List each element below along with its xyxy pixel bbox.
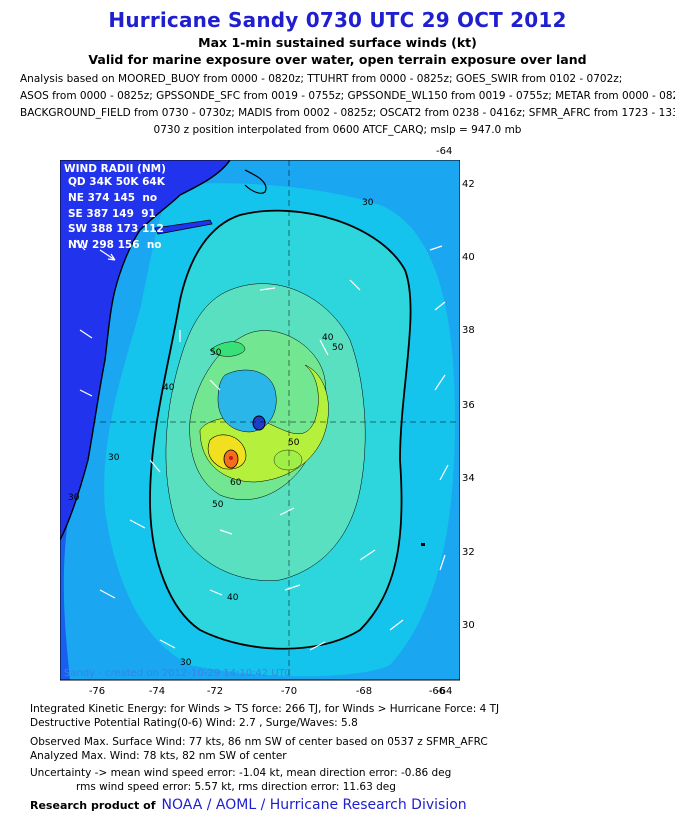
map-frame [60,160,460,681]
cape-cod [244,169,267,194]
subtitle-exposure: Valid for marine exposure over water, op… [88,52,587,67]
wind-arrow [309,641,326,651]
storm-center [252,415,266,431]
wind-vectors [74,239,449,651]
contour-label: 30 [108,453,120,463]
uncertainty-rms-text: rms wind speed error: 5.57 kt, rms direc… [76,781,396,793]
wind-band-50-north [209,341,246,357]
wind-radii-header: WIND RADII (NM) [64,163,166,175]
research-label: Research product of [30,799,156,812]
dpr-text: Destructive Potential Rating(0-6) Wind: … [30,717,358,729]
max-wind-center [229,456,233,460]
wind-radii-table: WIND RADII (NM) QD 34K 50K 64K NE 374 14… [64,163,166,251]
bermuda [421,543,425,546]
lat-label: 38 [462,325,475,336]
lon-label: -64 [436,146,453,157]
wind-field-map: -76 -74 -72 -70 -68 -66 [60,160,460,697]
lat-label: 34 [462,473,475,484]
position-note: 0730 z position interpolated from 0600 A… [153,124,522,136]
page-title: Hurricane Sandy 0730 UTC 29 OCT 2012 [108,8,567,32]
wind-arrow [259,287,276,291]
subtitle-wind-type: Max 1-min sustained surface winds (kt) [198,35,477,50]
wind-arrow [99,249,116,261]
wind-arrow [429,245,443,251]
wind-arrow [349,279,361,291]
uncertainty-text: Uncertainty -> mean wind speed error: -1… [30,767,452,779]
research-org-link[interactable]: NOAA / AOML / Hurricane Research Divisio… [161,797,467,813]
coastline-detail [60,160,231,541]
wind-arrow [434,374,446,391]
wind-arrow [389,619,404,631]
contour-label: 40 [322,333,334,343]
wind-band-60-east [273,449,303,471]
wind-arrow [279,507,295,516]
inner-core-low-winds [217,369,277,433]
wind-arrow [209,589,223,596]
wind-arrow [439,554,446,571]
contour-label: 30 [362,198,374,208]
lat-label: 36 [462,400,475,411]
lon-label: -76 [89,686,105,697]
wind-radii-columns: QD 34K 50K 64K [68,176,166,188]
contour-label: 50 [210,348,222,358]
observed-max-text: Observed Max. Surface Wind: 77 kts, 86 n… [30,736,488,748]
analysis-line: Analysis based on MOORED_BUOY from 0000 … [20,73,623,85]
contour-label: 30 [68,493,80,503]
lat-label: 42 [462,179,475,190]
contour-label: 40 [227,593,239,603]
map-credit: Sandy - created on 2012-10-29 14:10:42 U… [64,668,291,679]
wind-arrow [319,339,329,356]
wind-arrow [219,529,233,535]
contour-label: 30 [180,658,192,668]
lon-labels-bottom: -76 -74 -72 -70 -68 -66 [89,686,445,697]
lat-label: 40 [462,252,475,263]
lon-label: -66 [429,686,445,697]
wind-arrow [149,459,161,473]
analyzed-max-text: Analyzed Max. Wind: 78 kts, 82 nm SW of … [30,750,287,762]
contour-label: 50 [288,438,300,448]
lon-label: -64 [436,686,453,697]
wind-arrow [159,639,176,649]
contour-label: 40 [163,383,175,393]
ike-text: Integrated Kinetic Energy: for Winds > T… [30,703,500,715]
lon-label: -72 [207,686,223,697]
wind-radii-row: SE 387 149 91 [68,208,156,220]
wind-arrow [74,239,86,251]
wind-radii-row: SW 388 173 112 [68,223,164,235]
analysis-line: BACKGROUND_FIELD from 0730 - 0730z; MADI… [20,107,675,119]
contour-label: 50 [212,500,224,510]
lon-label: -68 [356,686,372,697]
wind-arrow [79,329,93,339]
wind-radii-row: NE 374 145 no [68,192,157,204]
research-credit: Research product of NOAA / AOML / Hurrica… [30,797,467,813]
analysis-line: ASOS from 0000 - 0825z; GPSSONDE_SFC fro… [20,90,675,102]
wind-arrow [434,301,446,311]
contour-label: 50 [332,343,344,353]
lat-label: 32 [462,547,475,558]
wind-arrow [439,464,449,481]
analysis-sources: Analysis based on MOORED_BUOY from 0000 … [20,71,675,122]
contour-label: 60 [230,478,242,488]
lat-label: 30 [462,620,475,631]
wind-arrow [359,549,376,561]
wind-arrow [284,584,301,591]
long-island [154,219,213,235]
wind-radii-row: NW 298 156 no [68,239,162,251]
wind-arrow [129,519,146,529]
wind-arrow [99,589,116,599]
lon-label: -70 [281,686,297,697]
wind-arrow [79,389,93,397]
lon-label: -74 [149,686,165,697]
wind-arrow [209,379,221,391]
